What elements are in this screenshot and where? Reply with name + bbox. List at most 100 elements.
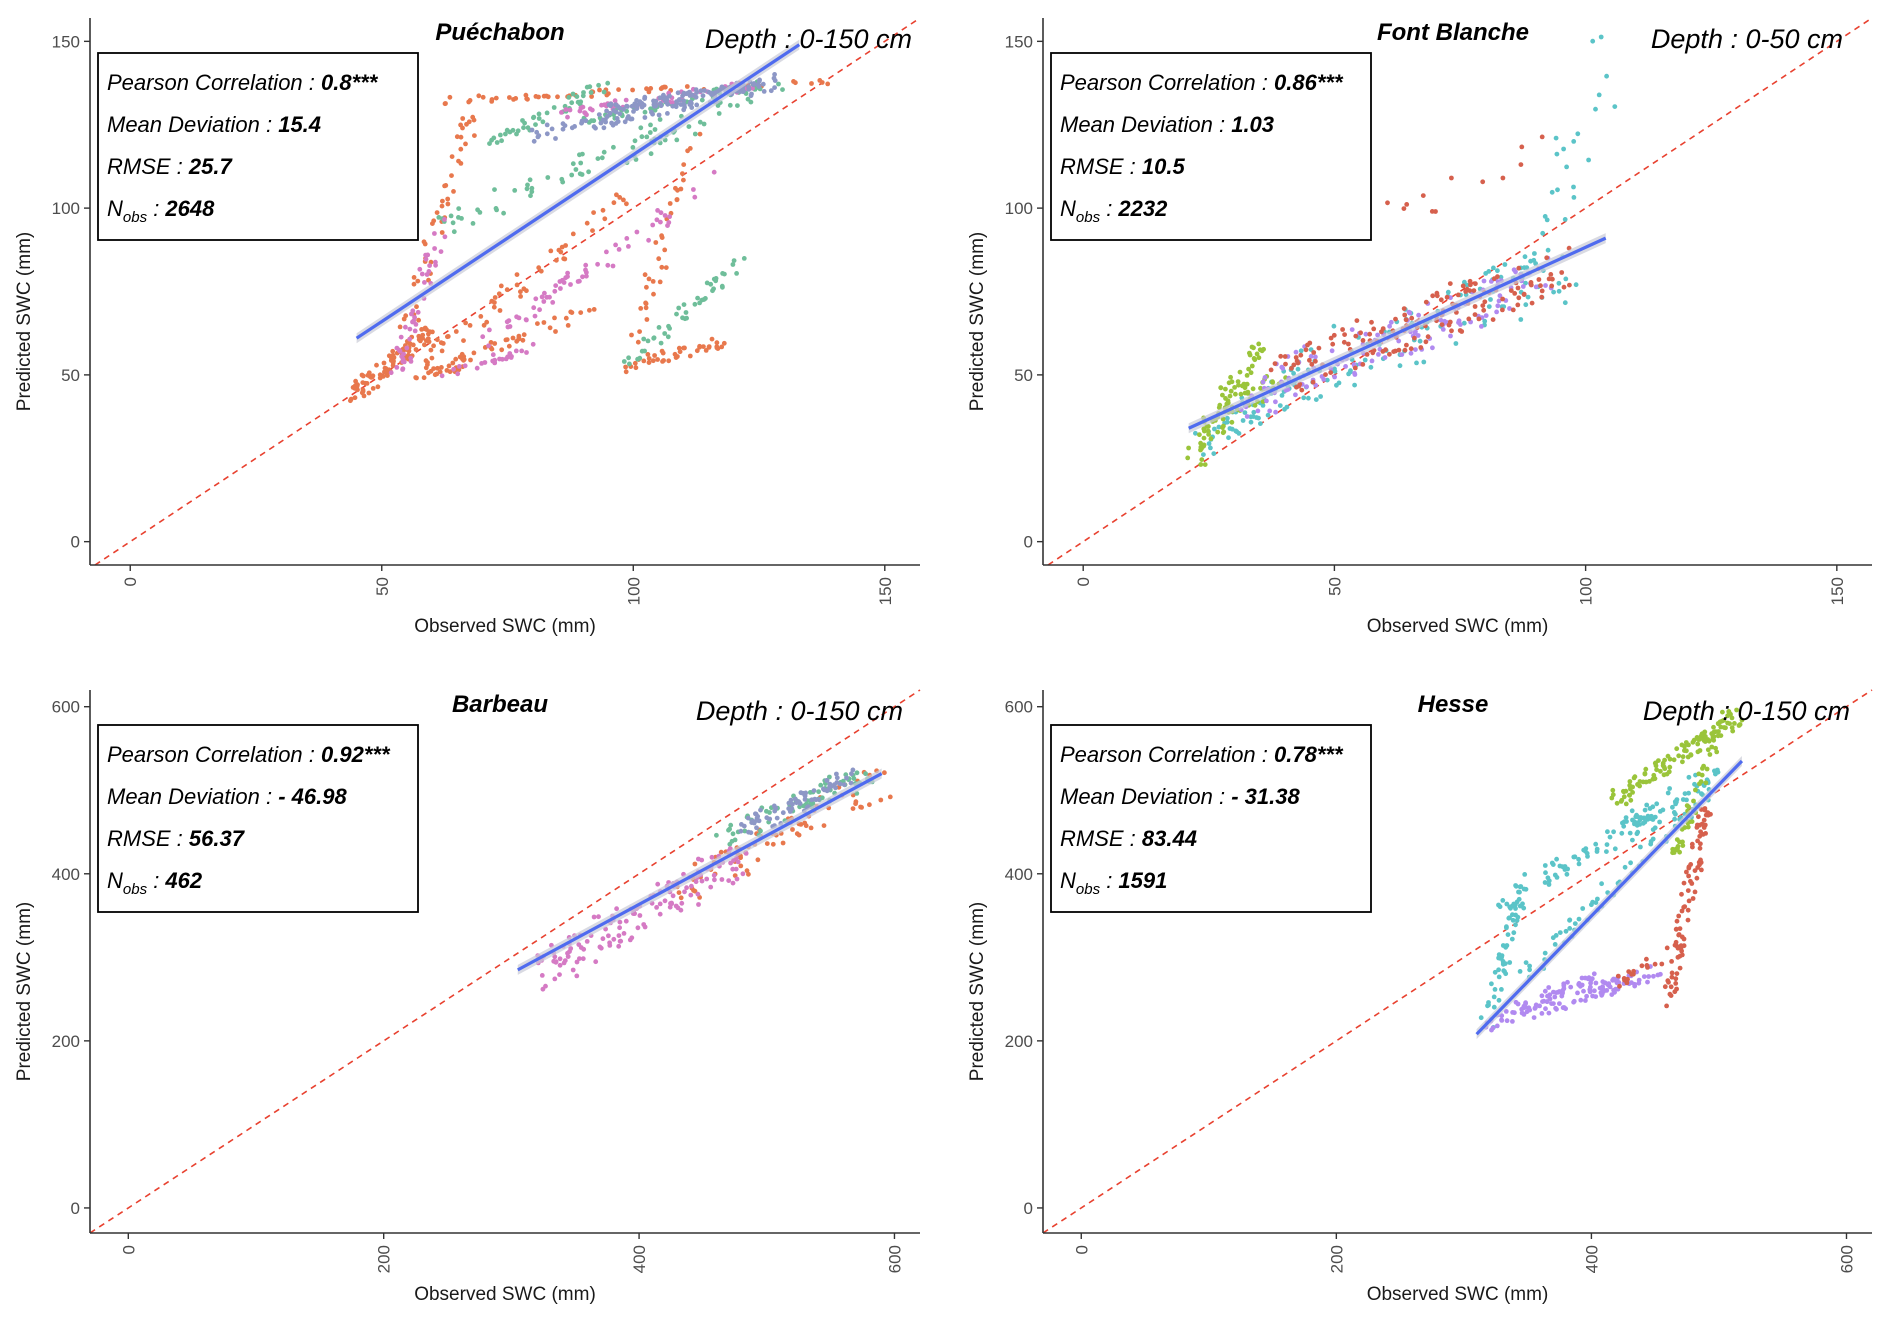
data-point [697,131,703,137]
data-point [649,109,654,115]
data-point [665,111,670,116]
data-point [1496,974,1502,980]
data-point [713,276,719,281]
data-point [1421,359,1427,365]
y-tick-label: 50 [61,366,80,385]
data-point [611,200,617,206]
data-point [476,93,482,99]
data-point [644,134,650,140]
data-point [1686,804,1692,810]
data-point [1504,901,1510,907]
data-point [1645,979,1650,985]
data-point [760,81,766,87]
stat-label: N [107,868,123,893]
data-point [1387,351,1392,357]
data-point [1621,788,1626,794]
data-point [1655,972,1661,978]
data-point [1637,783,1642,789]
data-point [1584,993,1589,999]
panels-layer: 0 50 100 150 0 50 100 150 Observed SWC (mm) Predi… [14,17,1873,1305]
data-point [575,99,581,105]
data-point [591,124,597,130]
data-point [764,815,770,821]
data-point [1614,978,1620,984]
data-point [758,807,763,813]
data-point [679,900,685,906]
data-point [1542,880,1548,885]
data-point [446,363,452,369]
data-point [655,357,660,362]
data-point [1681,943,1687,949]
data-point [450,220,456,226]
data-point [1703,780,1709,786]
data-point [390,352,396,358]
data-point [467,323,473,328]
data-point [1650,827,1656,832]
data-point [1507,960,1513,965]
data-point [383,366,389,371]
data-point [1206,424,1211,429]
data-point [1516,265,1522,271]
data-point [577,956,582,961]
data-point [1692,889,1698,895]
stat-label: Mean Deviation : [1060,784,1231,809]
data-point [751,81,757,86]
data-point [834,775,840,781]
data-point [1505,932,1511,937]
data-point [746,871,751,877]
data-point [678,907,684,913]
data-point [613,121,619,126]
data-point [1307,357,1312,363]
data-point [432,372,438,378]
data-point [1643,766,1649,772]
data-point [1252,402,1258,408]
data-point [692,861,698,867]
data-point [1563,276,1569,282]
stat-label: RMSE : [107,826,189,851]
data-point [420,332,426,338]
data-point [1496,952,1502,957]
data-point [413,347,419,352]
data-point [1486,304,1492,309]
data-point [1358,330,1363,336]
y-tick-label: 100 [52,199,80,218]
data-point [552,976,558,982]
data-point [439,348,445,354]
data-point [1561,1005,1567,1010]
data-point [1340,327,1345,332]
data-point [1672,942,1678,948]
data-point [1542,863,1548,868]
data-point [1670,804,1675,810]
data-point [658,101,663,106]
data-point [422,342,427,348]
data-point [1289,366,1294,371]
data-point [1404,202,1410,207]
data-point [617,938,623,944]
data-point [1472,304,1478,309]
data-point [629,103,635,109]
data-point [450,360,456,366]
data-point [1672,799,1678,805]
data-point [688,892,694,898]
data-point [1499,1018,1505,1023]
data-point [1556,280,1562,286]
stat-pearson: Pearson Correlation : 0.86*** [1060,70,1344,95]
data-point [631,109,636,114]
data-point [487,141,492,147]
data-point [1695,838,1700,844]
data-point [666,220,672,225]
data-point [510,335,516,341]
data-point [642,272,648,278]
data-point [794,800,799,806]
data-point [837,781,843,787]
data-point [505,324,511,330]
data-point [1578,997,1584,1003]
data-point [1523,960,1529,965]
data-point [1316,345,1322,351]
data-point [755,857,761,863]
data-point [1521,292,1527,297]
data-point [818,782,824,788]
data-point [733,866,739,872]
data-point [1695,741,1701,747]
